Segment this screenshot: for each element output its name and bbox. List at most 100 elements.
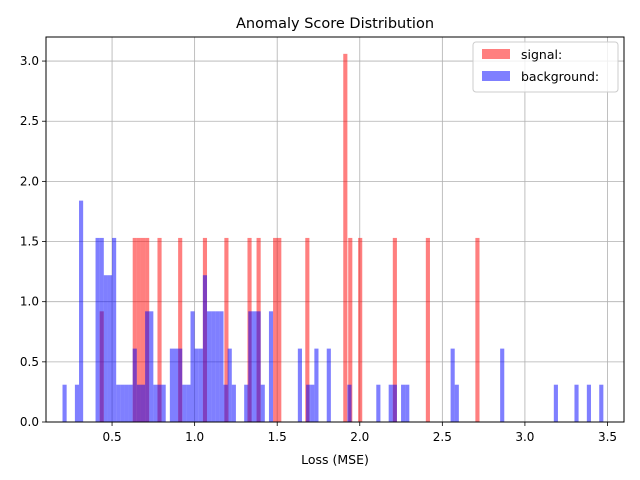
bar-background: [268, 311, 274, 422]
bar-background: [202, 275, 208, 422]
x-tick-label: 0.5: [103, 430, 122, 444]
bar-background: [140, 384, 146, 422]
bar-background: [107, 275, 113, 422]
bar-background: [405, 384, 410, 422]
legend: signal: background:: [472, 41, 619, 93]
bar-background: [500, 348, 505, 422]
bar-background: [182, 384, 187, 422]
axis-ticks: 0.5 1.0 1.5 2.0 2.5 3.0 3.5 0.0 0.5 1.0 1.5 2.0 2.5 3…: [20, 54, 617, 444]
bar-signal: [475, 237, 480, 422]
chart-title: Anomaly Score Distribution: [236, 16, 434, 32]
bar-signal: [277, 237, 282, 422]
bar-background: [260, 384, 265, 422]
bar-signal: [178, 237, 183, 422]
bar-background: [553, 384, 558, 422]
y-tick-label: 1.0: [20, 295, 39, 309]
bar-background: [173, 348, 179, 422]
legend-label-signal: signal:: [521, 47, 562, 62]
bars: [62, 53, 604, 422]
x-tick-label: 1.0: [185, 430, 204, 444]
bar-background: [252, 311, 257, 422]
bar-signal: [358, 237, 363, 422]
bar-background: [194, 348, 199, 422]
bar-signal: [273, 237, 278, 422]
bar-background: [124, 384, 129, 422]
bar-signal: [224, 237, 229, 422]
bar-background: [244, 384, 249, 422]
bar-signal: [136, 237, 141, 422]
bar-background: [401, 384, 406, 422]
bar-background: [248, 311, 253, 422]
bar-background: [149, 311, 154, 422]
bar-background: [103, 275, 108, 422]
bar-background: [112, 237, 117, 422]
x-tick-label: 2.0: [350, 430, 369, 444]
bar-signal: [140, 237, 146, 422]
y-tick-label: 0.0: [20, 415, 39, 429]
bar-signal: [343, 53, 348, 422]
y-tick-label: 3.0: [20, 54, 39, 68]
bar-background: [347, 384, 352, 422]
bar-background: [79, 200, 84, 422]
bar-background: [161, 384, 166, 422]
legend-swatch-signal: [482, 49, 510, 59]
bar-background: [256, 311, 261, 422]
bar-background: [153, 384, 158, 422]
bar-background: [74, 384, 80, 422]
legend-label-background: background:: [521, 69, 599, 84]
bar-background: [145, 311, 150, 422]
bar-background: [310, 384, 315, 422]
bar-background: [231, 384, 236, 422]
bar-background: [227, 348, 232, 422]
bar-background: [454, 384, 459, 422]
y-tick-label: 2.0: [20, 174, 39, 188]
bar-signal: [348, 237, 353, 422]
bar-background: [120, 384, 125, 422]
bar-background: [207, 311, 212, 422]
y-tick-label: 0.5: [20, 355, 39, 369]
y-tick-label: 1.5: [20, 235, 39, 249]
bar-background: [186, 384, 191, 422]
bar-background: [314, 348, 319, 422]
bar-background: [450, 348, 455, 422]
bar-signal: [392, 237, 397, 422]
x-tick-label: 3.5: [598, 430, 617, 444]
bar-background: [223, 384, 228, 422]
bar-signal: [305, 237, 310, 422]
x-tick-label: 1.5: [268, 430, 287, 444]
y-tick-label: 2.5: [20, 114, 39, 128]
x-axis-label: Loss (MSE): [301, 452, 369, 467]
x-tick-label: 3.0: [515, 430, 534, 444]
bar-background: [178, 348, 183, 422]
bar-background: [136, 384, 141, 422]
bar-background: [376, 384, 381, 422]
bar-background: [388, 384, 393, 422]
legend-swatch-background: [482, 71, 510, 81]
bar-signal: [425, 237, 430, 422]
bar-background: [169, 348, 174, 422]
bar-background: [392, 384, 397, 422]
bar-background: [586, 384, 591, 422]
bar-background: [128, 384, 133, 422]
bar-background: [211, 311, 216, 422]
plot-frame: [45, 36, 625, 423]
bar-background: [116, 384, 121, 422]
x-tick-label: 2.5: [433, 430, 452, 444]
bar-background: [215, 311, 220, 422]
bar-background: [326, 348, 331, 422]
bar-background: [157, 384, 162, 422]
bar-background: [198, 348, 203, 422]
bar-background: [99, 237, 104, 422]
bar-background: [132, 348, 137, 422]
bar-background: [574, 384, 579, 422]
bar-signal: [132, 237, 137, 422]
bar-background: [219, 311, 224, 422]
bar-background: [62, 384, 67, 422]
bar-background: [306, 384, 311, 422]
bar-background: [297, 348, 302, 422]
bar-signal: [157, 237, 162, 422]
bar-background: [95, 237, 100, 422]
bar-background: [599, 384, 604, 422]
bar-background: [190, 311, 195, 422]
